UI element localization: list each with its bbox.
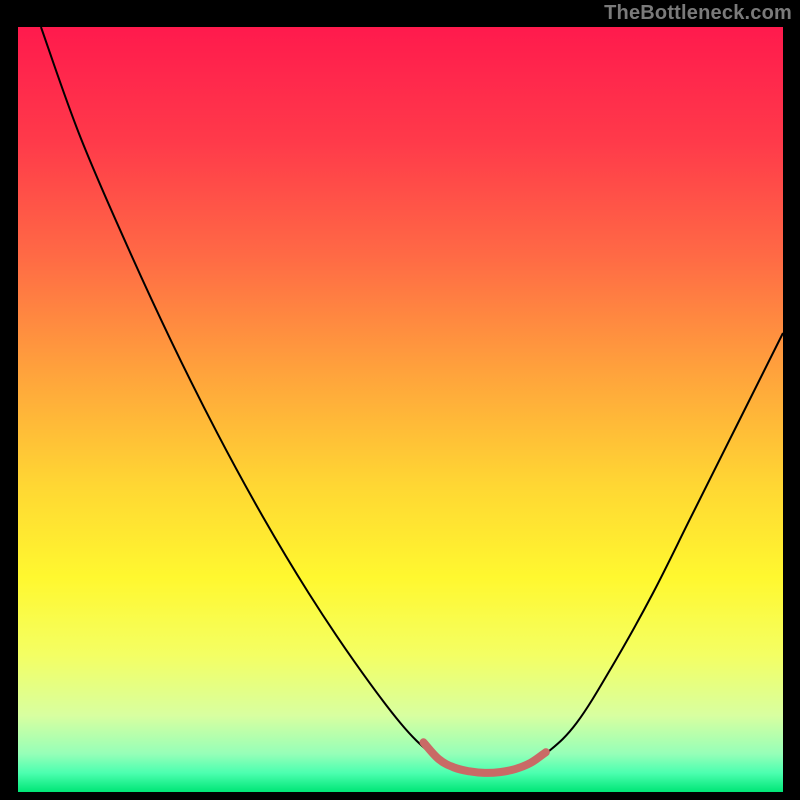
v-curve <box>41 27 783 773</box>
plot-area <box>18 27 783 792</box>
figure-container: TheBottleneck.com <box>0 0 800 800</box>
bottom-marker <box>423 742 545 773</box>
watermark-text: TheBottleneck.com <box>604 2 792 25</box>
curve-layer <box>18 27 783 792</box>
